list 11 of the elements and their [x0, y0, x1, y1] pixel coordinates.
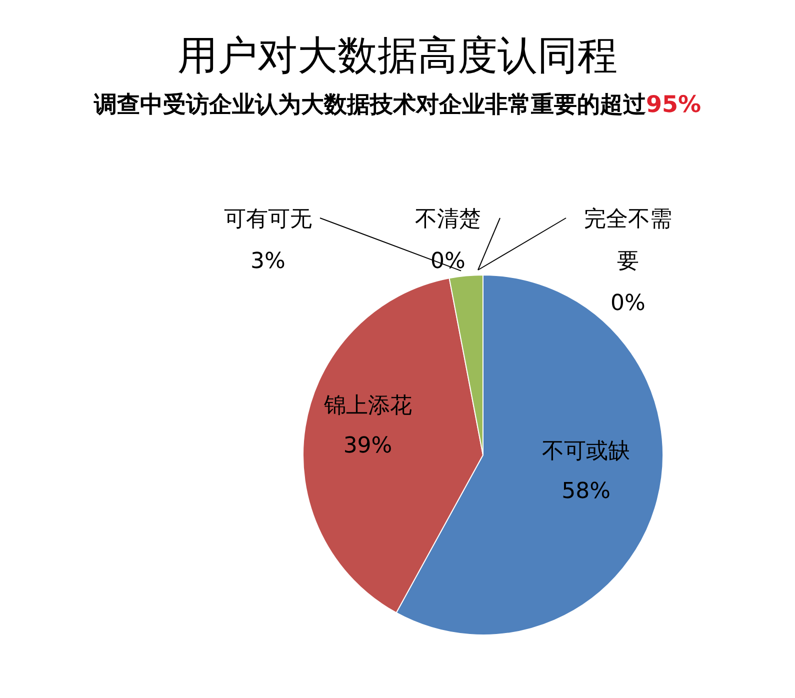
data-label: 58%	[562, 478, 611, 504]
data-label: 39%	[343, 434, 392, 459]
slice-label: 锦上添花	[322, 394, 412, 419]
chart-subtitle: 调查中受访企业认为大数据技术对企业非常重要的超过95%	[92, 91, 702, 120]
legend-label: 完全不需要	[584, 207, 672, 274]
text: 0%	[610, 291, 646, 316]
chart-title: 用户对大数据高度认同程	[176, 32, 618, 81]
slice-label: 可有可无	[224, 207, 312, 232]
category-label: 不清楚	[415, 207, 481, 232]
data-label: 3%	[250, 249, 286, 274]
slice-label: 不可或缺	[542, 438, 630, 464]
